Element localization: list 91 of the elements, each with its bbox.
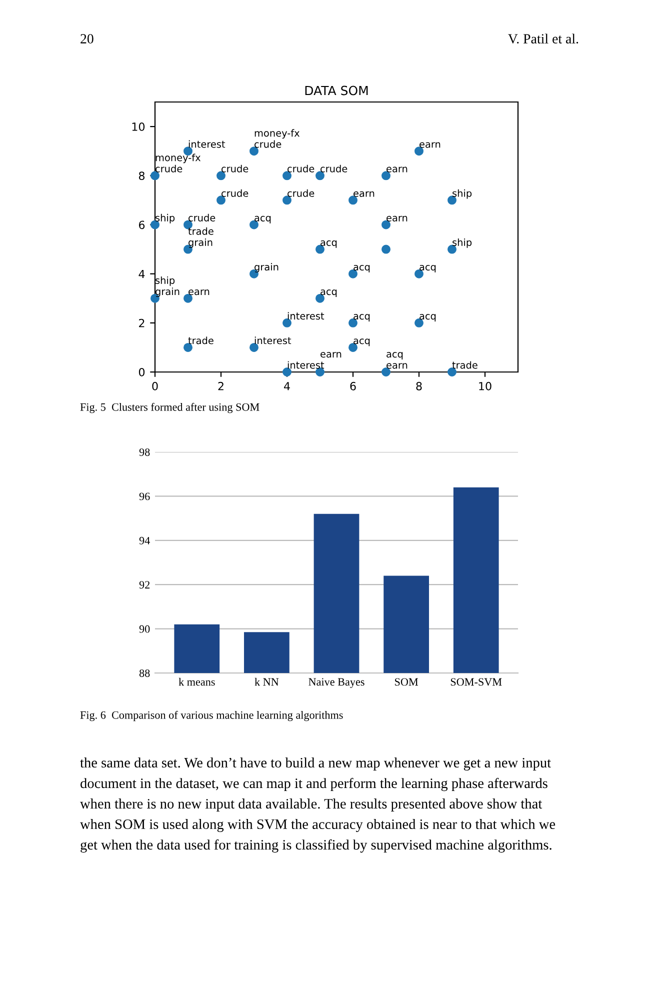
annotation: ship <box>156 276 175 286</box>
x-tick-label: 6 <box>350 382 356 390</box>
annotation: crude <box>288 189 314 197</box>
annotation: grain <box>156 288 180 297</box>
point <box>448 368 456 376</box>
point <box>216 196 226 205</box>
point <box>282 171 292 180</box>
annotation: crude <box>156 164 182 172</box>
y-tick-label: 96 <box>139 492 150 500</box>
x-tick-label: 10 <box>479 382 492 390</box>
annotation: grain <box>254 263 278 272</box>
annotation: acq <box>420 264 436 272</box>
x-tick-label: Naive Bayes <box>308 678 364 688</box>
annotation: earn <box>420 142 440 148</box>
annotation: crude <box>288 164 314 172</box>
y-tick-label: 94 <box>139 536 150 544</box>
text: when SOM is used along with SVM the accuracy obtained is near to that which we <box>80 818 556 832</box>
annotation: interest <box>254 336 292 344</box>
annotation: ship <box>156 214 175 224</box>
annotation: crude <box>188 214 216 222</box>
annotation: grain <box>188 238 212 248</box>
point <box>282 368 292 376</box>
annotation: money-fx <box>254 129 300 139</box>
point <box>382 220 390 230</box>
text: the same data set. We don’t have to build a new map whenever we get a new input <box>80 757 551 771</box>
point <box>282 196 292 205</box>
annotation: acq <box>320 240 337 248</box>
text: V. Patil et al. <box>508 34 578 44</box>
point <box>250 342 258 352</box>
x-tick-label: 4 <box>284 382 290 390</box>
chart-title: DATA SOM <box>305 86 368 96</box>
annotation: acq <box>386 352 403 360</box>
annotation: money-fx <box>156 154 201 164</box>
annotation: earn <box>320 352 342 358</box>
annotation: trade <box>452 361 478 369</box>
annotation: crude <box>254 140 282 148</box>
x-tick-label: k NN <box>254 678 279 686</box>
y-tick-label: 4 <box>138 270 145 278</box>
y-tick-label: 6 <box>138 220 145 230</box>
annotation: interest <box>188 140 226 148</box>
y-tick-label: 98 <box>139 448 150 456</box>
annotation: interest <box>288 312 324 320</box>
annotation: acq <box>354 314 370 322</box>
point <box>184 294 192 303</box>
annotation: earn <box>386 363 408 369</box>
annotation: interest <box>288 361 324 369</box>
y-tick-label: 2 <box>139 318 144 328</box>
x-tick-label: 8 <box>416 382 422 390</box>
point <box>216 171 226 180</box>
annotation: crude <box>320 164 348 172</box>
x-tick-label: k means <box>178 678 215 686</box>
annotation: trade <box>188 336 214 344</box>
caption: Fig. 6 Comparison of various machine learning algorithms <box>80 710 343 722</box>
annotation: crude <box>222 164 248 172</box>
annotation: earn <box>386 166 408 172</box>
annotation: earn <box>354 191 374 197</box>
annotation: acq <box>354 264 370 272</box>
x-tick-label: SOM <box>395 678 418 686</box>
point <box>382 368 390 376</box>
annotation: trade <box>188 227 214 235</box>
annotation: ship <box>452 189 472 199</box>
x-tick-label: SOM-SVM <box>450 678 502 686</box>
y-tick-label: 88 <box>139 669 150 677</box>
x-tick-label: 2 <box>218 382 224 390</box>
point <box>250 146 258 156</box>
point <box>282 318 292 328</box>
y-tick-label: 92 <box>139 581 150 589</box>
point <box>414 146 424 156</box>
y-tick-label: 10 <box>132 122 145 131</box>
point <box>382 171 390 180</box>
point <box>348 196 358 205</box>
caption: Fig. 5 Clusters formed after using SOM <box>80 402 260 414</box>
point <box>382 244 390 254</box>
annotation: crude <box>222 189 248 197</box>
annotation: acq <box>420 314 436 322</box>
text: when there is no new input data available. The results presented above show that <box>80 798 542 812</box>
annotation: acq <box>254 216 271 224</box>
y-tick-label: 0 <box>138 368 145 376</box>
text: get when the data used for training is classified by supervised machine algorithms. <box>80 839 552 853</box>
text: document in the dataset, we can map it and perform the learning phase afterwards <box>80 778 548 792</box>
y-tick-label: 8 <box>138 172 145 180</box>
annotation: earn <box>386 216 408 222</box>
annotation: earn <box>188 290 210 296</box>
annotation: acq <box>354 338 370 346</box>
text: 20 <box>80 34 94 44</box>
point <box>316 171 324 180</box>
x-tick-label: 0 <box>152 382 158 390</box>
point <box>150 171 160 180</box>
y-tick-label: 90 <box>139 625 150 633</box>
annotation: acq <box>320 290 337 297</box>
annotation: ship <box>452 238 472 248</box>
